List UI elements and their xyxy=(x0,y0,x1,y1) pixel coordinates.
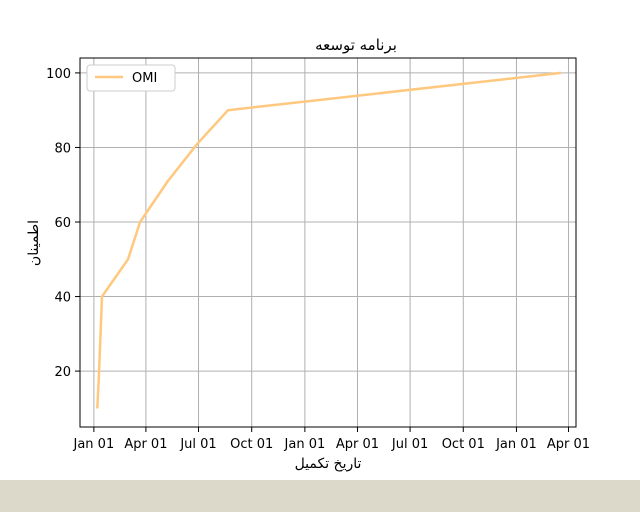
x-tick-label: Oct 01 xyxy=(442,437,485,452)
legend: OMI xyxy=(86,64,176,92)
plot-frame xyxy=(79,57,577,428)
y-axis-label: اطمینان xyxy=(26,220,42,266)
y-tick-label: 100 xyxy=(46,67,71,82)
x-tick-label: Jan 01 xyxy=(73,437,115,452)
y-tick-label: 80 xyxy=(54,141,71,156)
plot-area xyxy=(80,58,576,427)
y-tick-label: 60 xyxy=(54,216,71,231)
line-chart: Jan 01 Apr 01 Jul 01 Oct 01 Jan 01 Apr 01 Jul … xyxy=(26,36,590,472)
legend-box xyxy=(86,64,176,92)
x-tick-label: Jul 01 xyxy=(391,437,428,452)
y-tick-label: 20 xyxy=(54,365,71,380)
grid xyxy=(80,58,576,427)
x-tick-label: Jan 01 xyxy=(495,437,537,452)
y-axis: 20 40 60 80 100 xyxy=(46,67,80,380)
x-axis-label: تاریخ تکمیل xyxy=(295,456,362,472)
series-layer xyxy=(96,71,562,409)
x-axis: Jan 01 Apr 01 Jul 01 Oct 01 Jan 01 Apr 01 Jul … xyxy=(73,427,590,452)
x-tick-label: Apr 01 xyxy=(336,437,379,452)
series-line-omi xyxy=(96,71,562,409)
x-tick-label: Apr 01 xyxy=(124,437,167,452)
x-tick-label: Oct 01 xyxy=(230,437,273,452)
x-tick-label: Apr 01 xyxy=(547,437,590,452)
legend-label-omi: OMI xyxy=(132,71,157,86)
y-tick-label: 40 xyxy=(54,291,71,306)
chart-figure: Jan 01 Apr 01 Jul 01 Oct 01 Jan 01 Apr 01 Jul … xyxy=(0,0,640,480)
chart-title: برنامه توسعه xyxy=(315,36,397,54)
bottom-bar xyxy=(0,480,640,512)
x-tick-label: Jul 01 xyxy=(179,437,216,452)
x-tick-label: Jan 01 xyxy=(284,437,326,452)
